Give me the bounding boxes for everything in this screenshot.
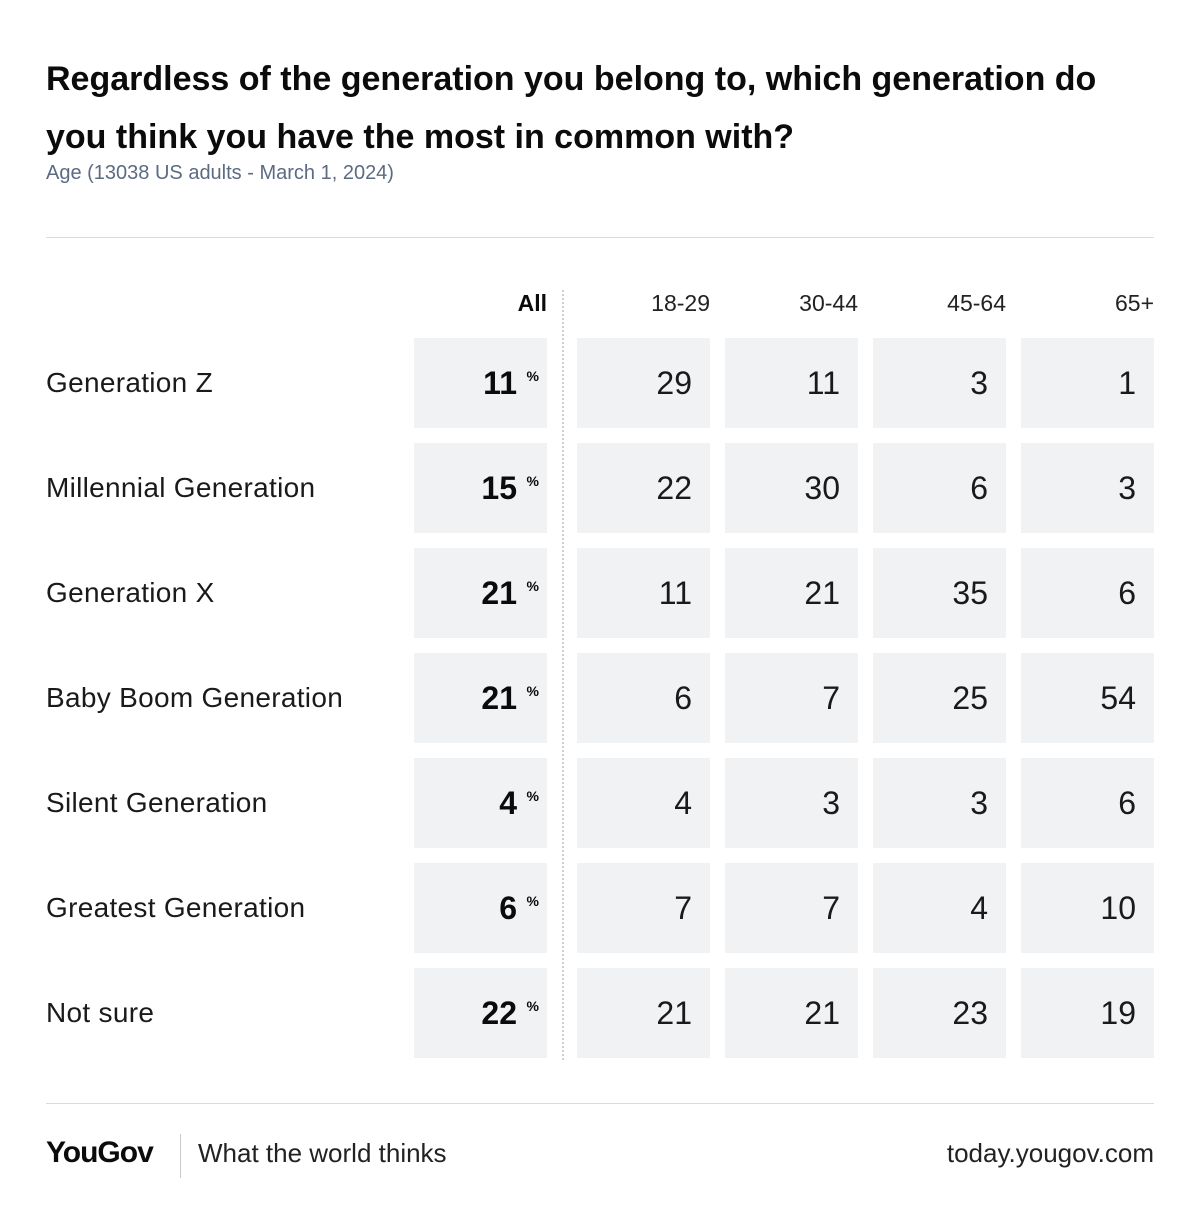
value-cell: 23 [873, 968, 1006, 1058]
percent-sign: % [526, 368, 539, 384]
value-cell: 19 [1021, 968, 1154, 1058]
cell-value: 6 [1118, 575, 1136, 611]
value-cell: 7 [725, 653, 858, 743]
cell-value: 4 [674, 785, 692, 821]
row-label: Baby Boom Generation [46, 682, 344, 713]
value-cell: 21 [725, 548, 858, 638]
value-cell: 3 [873, 758, 1006, 848]
cell-value: 3 [822, 785, 840, 821]
value-cell: 25 [873, 653, 1006, 743]
value-cell: 7 [725, 863, 858, 953]
all-column-divider [562, 290, 564, 1060]
footer-separator [180, 1134, 181, 1178]
value-cell: 11 [725, 338, 858, 428]
cell-value: 25 [952, 680, 988, 716]
value-cell: 6 [577, 653, 710, 743]
row-label: Millennial Generation [46, 472, 316, 503]
all-value-cell: 6% [414, 863, 547, 953]
cell-value: 10 [1100, 890, 1136, 926]
column-header-2: 30-44 [799, 290, 858, 316]
cell-value: 6 [499, 890, 517, 926]
all-value-cell: 22% [414, 968, 547, 1058]
row-label: Generation X [46, 577, 215, 608]
cell-value: 21 [804, 995, 840, 1031]
cell-value: 7 [674, 890, 692, 926]
column-header-1: 18-29 [651, 290, 710, 316]
cell-value: 11 [806, 365, 840, 401]
cell-value: 21 [481, 680, 517, 716]
chart-title: Regardless of the generation you belong … [46, 60, 1097, 156]
row-label: Generation Z [46, 367, 214, 398]
value-cell: 4 [873, 863, 1006, 953]
all-value-cell: 4% [414, 758, 547, 848]
cell-value: 22 [481, 995, 517, 1031]
value-cell: 6 [1021, 758, 1154, 848]
all-value-cell: 15% [414, 443, 547, 533]
value-cell: 21 [725, 968, 858, 1058]
cell-value: 11 [483, 365, 517, 401]
percent-sign: % [526, 893, 539, 909]
cell-value: 6 [970, 470, 988, 506]
value-cell: 3 [1021, 443, 1154, 533]
cell-value: 30 [804, 470, 840, 506]
bottom-divider [46, 1103, 1154, 1104]
cell-value: 21 [481, 575, 517, 611]
value-cell: 11 [577, 548, 710, 638]
cell-value: 54 [1100, 680, 1136, 716]
column-header-3: 45-64 [947, 290, 1006, 316]
value-cell: 4 [577, 758, 710, 848]
all-value-cell: 11% [414, 338, 547, 428]
value-cell: 7 [577, 863, 710, 953]
cell-value: 15 [481, 470, 517, 506]
value-cell: 3 [873, 338, 1006, 428]
cell-value: 3 [970, 365, 988, 401]
brand-name: YouGov [46, 1136, 154, 1169]
cell-value: 35 [952, 575, 988, 611]
percent-sign: % [526, 998, 539, 1014]
value-cell: 22 [577, 443, 710, 533]
cell-value: 22 [656, 470, 692, 506]
percent-sign: % [526, 578, 539, 594]
percent-sign: % [526, 788, 539, 804]
cell-value: 1 [1118, 365, 1136, 401]
cell-value: 21 [804, 575, 840, 611]
cell-value: 21 [656, 995, 692, 1031]
value-cell: 30 [725, 443, 858, 533]
cell-value: 6 [1118, 785, 1136, 821]
value-cell: 21 [577, 968, 710, 1058]
percent-sign: % [526, 473, 539, 489]
cell-value: 19 [1100, 995, 1136, 1031]
cell-value: 4 [970, 890, 988, 926]
chart-subtitle: Age (13038 US adults - March 1, 2024) [46, 162, 394, 184]
cell-value: 3 [1118, 470, 1136, 506]
value-cell: 3 [725, 758, 858, 848]
row-label: Silent Generation [46, 787, 268, 818]
value-cell: 10 [1021, 863, 1154, 953]
cell-value: 11 [658, 575, 692, 611]
cell-value: 7 [822, 890, 840, 926]
cell-value: 23 [952, 995, 988, 1031]
value-cell: 29 [577, 338, 710, 428]
column-header-4: 65+ [1114, 290, 1154, 316]
cell-value: 6 [674, 680, 692, 716]
cell-value: 29 [656, 365, 692, 401]
cell-value: 4 [499, 785, 517, 821]
value-cell: 1 [1021, 338, 1154, 428]
top-divider [46, 237, 1154, 238]
value-cell: 54 [1021, 653, 1154, 743]
row-label: Not sure [46, 997, 155, 1028]
yougov-logo: YouGov [46, 1136, 154, 1170]
cell-value: 7 [822, 680, 840, 716]
all-value-cell: 21% [414, 653, 547, 743]
value-cell: 35 [873, 548, 1006, 638]
percent-sign: % [526, 683, 539, 699]
all-value-cell: 21% [414, 548, 547, 638]
footer-url[interactable]: today.yougov.com [946, 1138, 1154, 1168]
cell-value: 3 [970, 785, 988, 821]
footer-tagline: What the world thinks [198, 1138, 447, 1168]
value-cell: 6 [1021, 548, 1154, 638]
value-cell: 6 [873, 443, 1006, 533]
row-label: Greatest Generation [46, 892, 306, 923]
column-header-0: All [517, 290, 547, 316]
